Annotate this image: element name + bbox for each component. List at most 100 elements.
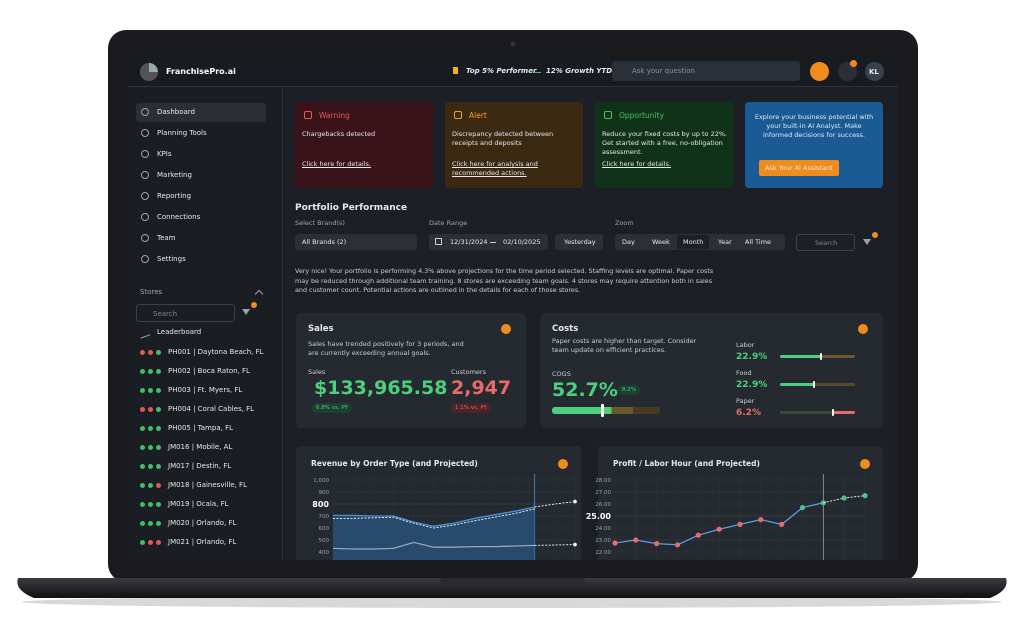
nav-item[interactable]: Team [136, 229, 266, 248]
zoom-option[interactable]: Week [652, 238, 670, 246]
store-name[interactable]: PH001 | Daytona Beach, FL [168, 348, 264, 356]
shadow [22, 596, 1002, 608]
portfolio-title: Portfolio Performance [295, 203, 408, 213]
brand-select[interactable]: All Brands (2) [295, 234, 417, 250]
store-name[interactable]: PH002 | Boca Raton, FL [168, 367, 250, 375]
metric-change: 6.8% vs. PY [312, 403, 352, 413]
alert-text: Chargebacks detected [302, 130, 376, 138]
store-name[interactable]: JM019 | Ocala, FL [168, 500, 229, 508]
status-dot [140, 426, 145, 431]
label: Zoom [615, 219, 634, 227]
assistant-button[interactable]: Ask Your AI Assistant [759, 160, 839, 176]
store-name[interactable]: JM018 | Gainesville, FL [168, 481, 247, 489]
cost-marker [831, 409, 834, 416]
filter-icon[interactable] [863, 239, 871, 245]
cogs-bar [552, 407, 660, 414]
status-dot [148, 426, 153, 431]
leaderboard[interactable]: Leaderboard [157, 328, 202, 336]
status-dot [148, 388, 153, 393]
status-dot [140, 369, 145, 374]
zoom-option[interactable]: All Time [745, 238, 772, 246]
sidebar-bg [128, 87, 283, 560]
store-name[interactable]: PH003 | Ft. Myers, FL [168, 386, 243, 394]
metric-label: COGS [552, 370, 571, 378]
nav-item[interactable]: Settings [136, 250, 266, 269]
avatar[interactable]: KL [865, 62, 884, 81]
date-range[interactable]: 12/31/2024 02/10/2025 [429, 234, 548, 250]
info-icon[interactable] [860, 459, 870, 469]
badge: 12% Growth YTD [546, 67, 613, 75]
nav-icon [141, 129, 149, 137]
cost-label: Paper [736, 397, 755, 405]
nav-label: Team [157, 234, 176, 242]
alert-link[interactable]: Click here for details. [302, 160, 371, 168]
status-dot [140, 388, 145, 393]
filter-badge [251, 302, 257, 308]
info-icon[interactable] [501, 324, 511, 334]
nav-item[interactable]: Dashboard [136, 103, 266, 122]
nav-item[interactable]: Connections [136, 208, 266, 227]
info-icon[interactable] [858, 324, 868, 334]
alert-text: Discrepancy detected between receipts an… [452, 130, 554, 147]
alert-link[interactable]: Click here for details. [602, 160, 671, 168]
status-dot [140, 445, 145, 450]
cost-value: 6.2% [736, 408, 761, 418]
nav-label: Reporting [157, 192, 192, 200]
chart-card: Profit / Labor Hour (and Projected) [598, 446, 883, 560]
date-preset[interactable]: Yesterday [555, 234, 603, 250]
nav-item[interactable]: Planning Tools [136, 124, 266, 143]
nav-item[interactable]: Reporting [136, 187, 266, 206]
status-dot [148, 502, 153, 507]
cogs-marker [601, 404, 604, 417]
zoom-active [677, 235, 709, 249]
nav-item[interactable]: Marketing [136, 166, 266, 185]
zoom-option[interactable]: Year [718, 238, 732, 246]
chart-title: Revenue by Order Type (and Projected) [311, 459, 478, 468]
store-name[interactable]: PH005 | Tampa, FL [168, 424, 233, 432]
info-icon[interactable] [558, 459, 568, 469]
logo [140, 63, 158, 81]
cost-label: Food [736, 369, 752, 377]
search-placeholder: Search [153, 310, 178, 318]
alert-link[interactable]: Click here for analysis and recommended … [452, 160, 538, 177]
assistant-button[interactable] [810, 62, 829, 81]
portfolio-search[interactable]: Search [796, 234, 855, 251]
cost-marker [820, 353, 823, 360]
status-dot [156, 407, 161, 412]
status-dot [148, 445, 153, 450]
status-dot [156, 369, 161, 374]
store-name[interactable]: PH004 | Coral Cables, FL [168, 405, 255, 413]
card-title: Costs [552, 324, 579, 334]
store-name[interactable]: JM017 | Destin, FL [168, 462, 232, 470]
date-to: 02/10/2025 [503, 238, 541, 246]
search-box[interactable]: Ask your question [612, 61, 800, 81]
assistant-text: Explore your business potential with you… [754, 113, 874, 139]
filter-icon[interactable] [242, 309, 250, 315]
camera [510, 41, 516, 47]
status-dot [148, 464, 153, 469]
alert-icon [604, 111, 612, 119]
cost-bar [780, 383, 855, 386]
store-name[interactable]: JM016 | Mobile, AL [168, 443, 233, 451]
nav-icon [141, 234, 149, 242]
zoom-option[interactable]: Month [683, 238, 704, 246]
nav-icon [141, 171, 149, 179]
zoom-group: Day Week Month Year All Time [615, 234, 785, 250]
alert-card: Alert Discrepancy detected between receip… [445, 102, 583, 188]
store-name[interactable]: JM020 | Orlando, FL [168, 519, 237, 527]
card-text: Sales have trended positively for 3 peri… [308, 340, 464, 357]
cost-bar [780, 411, 855, 414]
filter-badge [872, 232, 878, 238]
laptop-base [17, 578, 1007, 598]
nav-item[interactable]: KPIs [136, 145, 266, 164]
store-name[interactable]: JM021 | Orlando, FL [168, 538, 237, 546]
cost-marker [812, 381, 815, 388]
zoom-option[interactable]: Day [622, 238, 635, 246]
cost-value: 22.9% [736, 352, 768, 362]
brand-value: All Brands (2) [302, 238, 347, 246]
card-title: Sales [308, 324, 334, 334]
status-dot [140, 464, 145, 469]
status-dot [148, 483, 153, 488]
store-search[interactable]: Search [136, 304, 235, 322]
